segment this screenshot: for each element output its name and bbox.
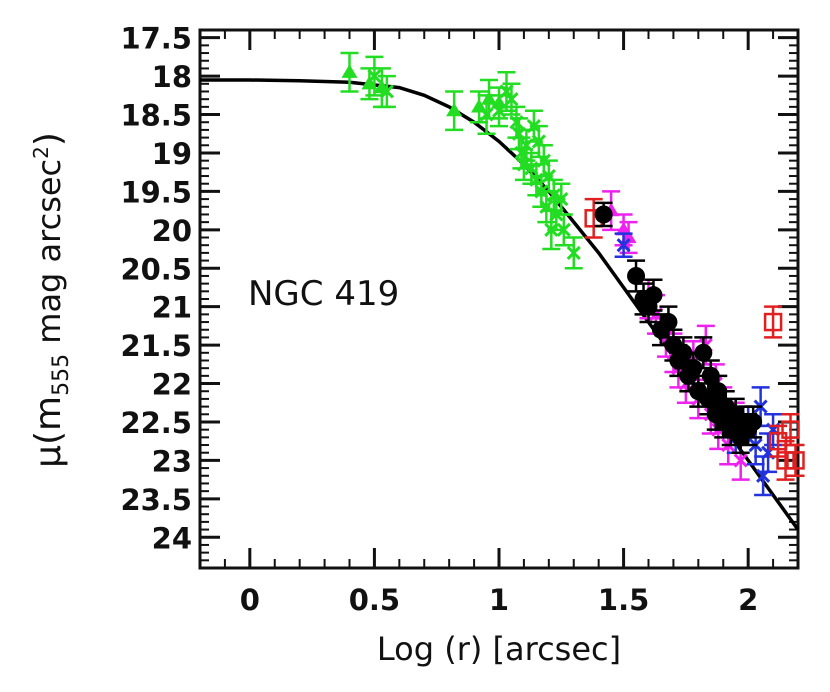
- data-point: [776, 439, 795, 481]
- y-axis-label-subscript: 555: [49, 354, 74, 396]
- x-tick-label: 1: [489, 583, 509, 617]
- data-point: [377, 74, 396, 109]
- data-point: [554, 213, 573, 247]
- y-tick-label: 17.5: [120, 22, 192, 56]
- y-axis-label-middle: mag arcsec: [30, 159, 68, 354]
- y-tick-label: 20.5: [120, 252, 192, 286]
- circle-marker: [627, 266, 646, 285]
- triangle-marker: [446, 102, 463, 117]
- series-square: [584, 197, 805, 481]
- x-marker-b: [479, 107, 494, 122]
- circle-marker: [644, 286, 663, 305]
- data-point: [744, 405, 763, 439]
- x-marker-b: [504, 92, 519, 107]
- triangle-marker: [481, 91, 498, 105]
- square-marker: [781, 420, 800, 439]
- circle-marker: [744, 412, 763, 431]
- x-tick-labels: 0 0.5 1 1.5 2: [240, 583, 759, 617]
- data-point: [627, 259, 646, 293]
- circle-marker: [674, 343, 693, 362]
- data-point: [786, 443, 805, 478]
- data-point: [594, 201, 613, 228]
- annotation-label: NGC 419: [248, 274, 399, 314]
- x-marker-b: [616, 238, 631, 253]
- data-point: [684, 351, 703, 385]
- y-tick-label: 24: [152, 521, 192, 555]
- data-point: [564, 236, 583, 270]
- series-circle: [594, 201, 763, 454]
- x-tick-label: 0.5: [349, 583, 400, 617]
- data-point: [614, 232, 633, 258]
- y-axis-label-suffix: ): [28, 132, 69, 146]
- y-tick-label: 23: [152, 444, 192, 478]
- square-marker: [776, 451, 795, 470]
- x-marker-b: [566, 245, 581, 260]
- x-marker-b: [367, 69, 382, 84]
- y-axis-label: μ(m555 mag arcsec2): [28, 132, 74, 468]
- y-tick-labels: 17.5 18 18.5 19 19.5 20 20.5 21 21.5 22 22.5 23 23.5…: [120, 22, 192, 556]
- data-point: [674, 336, 693, 370]
- x-axis-label: Log (r) [arcsec]: [377, 630, 621, 668]
- square-marker: [763, 312, 783, 332]
- y-tick-label: 20: [152, 214, 192, 248]
- data-point: [502, 82, 521, 116]
- square-marker: [786, 451, 805, 470]
- x-marker-b: [556, 222, 571, 237]
- y-tick-label: 21: [152, 291, 192, 325]
- y-tick-label: 18: [152, 60, 192, 94]
- triangle-marker: [341, 64, 358, 78]
- data-point: [445, 90, 464, 132]
- y-tick-label: 19.5: [120, 175, 192, 209]
- y-tick-label: 18.5: [120, 99, 192, 133]
- y-axis-label-prefix: μ(m: [28, 396, 69, 468]
- circle-marker: [684, 359, 703, 378]
- y-axis-label-superscript: 2: [29, 146, 53, 159]
- x-marker-b: [733, 453, 748, 468]
- x-tick-label: 1.5: [598, 583, 649, 617]
- y-tick-label: 22.5: [120, 406, 192, 440]
- y-tick-label: 19: [152, 137, 192, 171]
- circle-marker: [659, 313, 678, 332]
- y-tick-label: 22: [152, 368, 192, 402]
- data-point: [644, 278, 663, 312]
- x-tick-label: 0: [240, 583, 260, 617]
- y-tick-label: 21.5: [120, 329, 192, 363]
- x-marker-b: [379, 84, 394, 99]
- circle-marker: [694, 343, 713, 362]
- series-x: [365, 55, 583, 270]
- x-tick-label: 2: [738, 583, 758, 617]
- data-point: [365, 55, 384, 97]
- data-point: [763, 305, 783, 339]
- x-marker-b: [554, 192, 569, 207]
- circle-marker: [594, 205, 613, 224]
- data-points-layer: [340, 51, 805, 497]
- y-tick-label: 23.5: [120, 483, 192, 517]
- data-point: [340, 51, 359, 93]
